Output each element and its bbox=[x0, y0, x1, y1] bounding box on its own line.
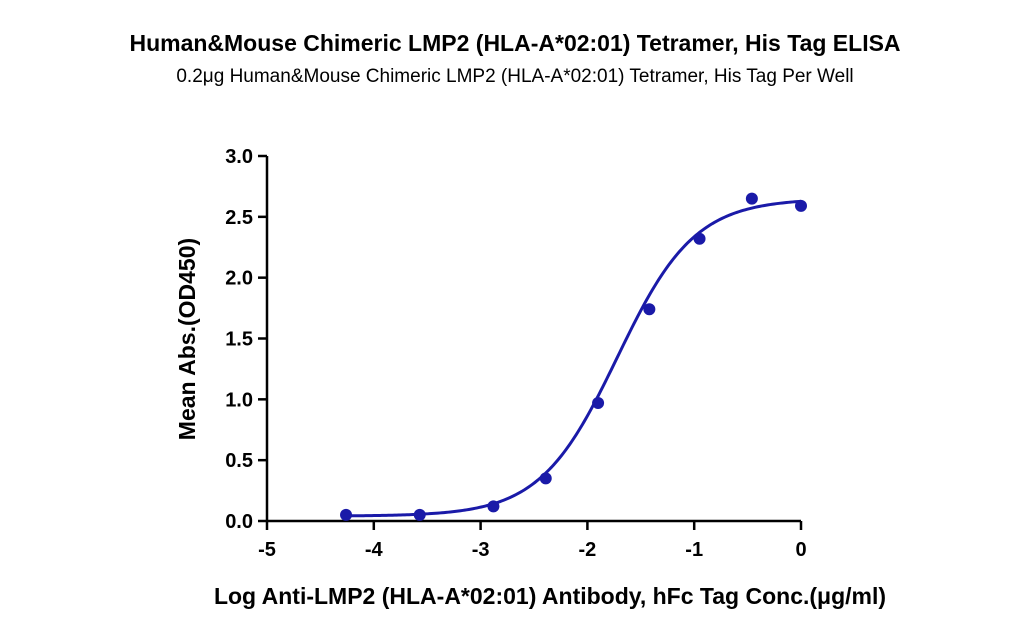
data-points bbox=[340, 192, 807, 521]
chart-subtitle: 0.2μg Human&Mouse Chimeric LMP2 (HLA-A*0… bbox=[176, 66, 854, 87]
y-tick-label: 3.0 bbox=[225, 146, 253, 168]
data-point bbox=[745, 192, 758, 205]
data-point bbox=[487, 500, 500, 513]
y-axis-label: Mean Abs.(OD450) bbox=[174, 238, 200, 440]
chart-title: Human&Mouse Chimeric LMP2 (HLA-A*02:01) … bbox=[129, 30, 901, 56]
x-tick-label: -5 bbox=[258, 539, 276, 561]
y-tick-label: 2.0 bbox=[225, 268, 253, 290]
data-point bbox=[693, 232, 706, 245]
x-tick-label: 0 bbox=[795, 539, 806, 561]
data-point bbox=[340, 508, 353, 521]
x-tick-label: -4 bbox=[365, 539, 384, 561]
data-point bbox=[643, 303, 656, 316]
y-tick-label: 2.5 bbox=[225, 207, 253, 229]
y-tick-label: 0.0 bbox=[225, 511, 253, 533]
y-tick-label: 1.0 bbox=[225, 389, 253, 411]
data-point bbox=[795, 199, 807, 212]
x-tick-label: -2 bbox=[579, 539, 597, 561]
fit-curve bbox=[347, 199, 802, 518]
x-axis-label: Log Anti-LMP2 (HLA-A*02:01) Antibody, hF… bbox=[214, 583, 886, 609]
y-tick-label: 0.5 bbox=[225, 450, 253, 472]
x-tick-label: -1 bbox=[685, 539, 703, 561]
data-point bbox=[539, 472, 552, 485]
fit-curve-group bbox=[347, 199, 802, 518]
axes: 0.0 0.5 1.0 1.5 2.0 2.5 3.0 -5 -4 -3 -2 -1 0 bbox=[225, 146, 806, 561]
data-point bbox=[413, 508, 426, 521]
y-tick-label: 1.5 bbox=[225, 329, 253, 351]
data-point bbox=[592, 396, 605, 409]
x-tick-label: -3 bbox=[472, 539, 490, 561]
